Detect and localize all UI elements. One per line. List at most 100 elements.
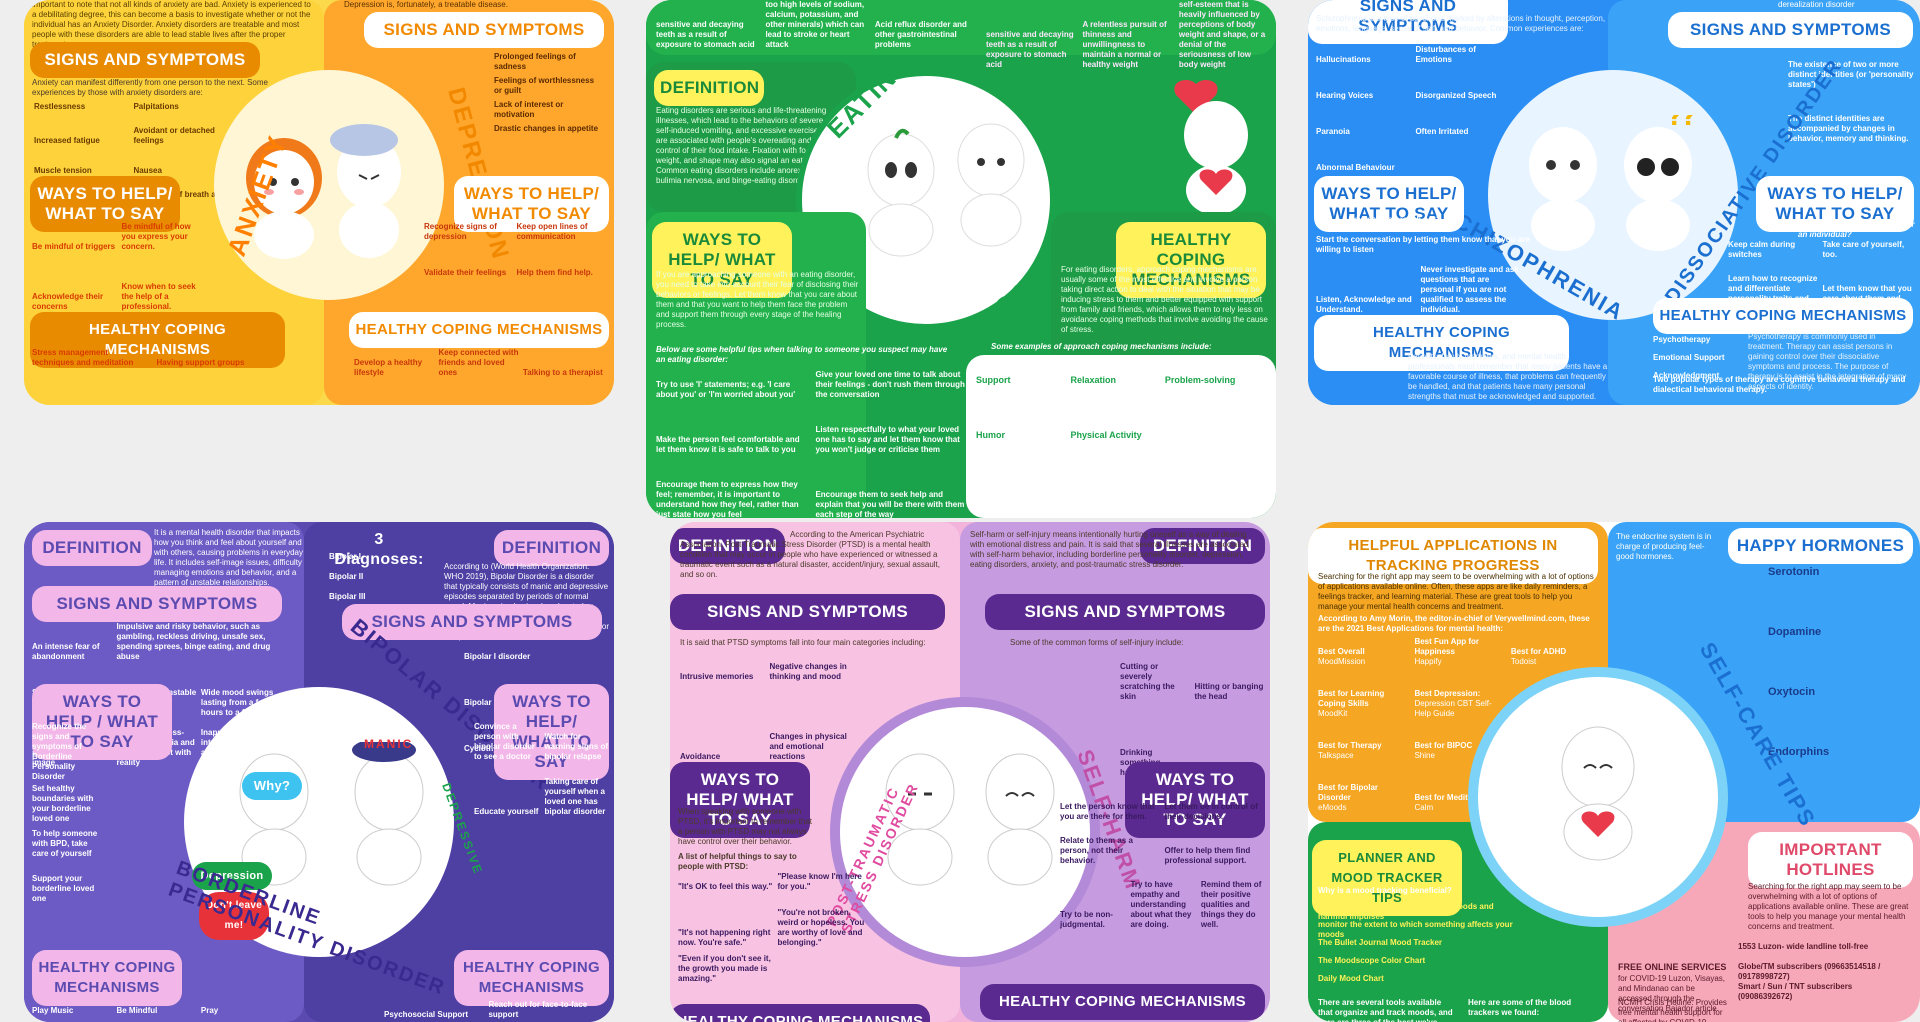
- ways-item: "Even if you don't see it, the growth yo…: [678, 954, 771, 983]
- dissociative-signs-title: SIGNS AND SYMPTOMS: [1668, 12, 1913, 48]
- app-item: Best for Learning Coping Skills MoodKit: [1318, 689, 1385, 718]
- ways-item: Recognize signs of depression: [424, 222, 497, 241]
- sign-item: The existence of two or more distinct id…: [1788, 60, 1914, 89]
- depression-top-text: Depression is, fortunately, a treatable …: [344, 0, 508, 9]
- dissociative-ways-q: What can you do as a friend or an indivi…: [1798, 220, 1915, 239]
- top-item: A relentless pursuit of thinness and unw…: [1082, 20, 1167, 69]
- sign-item: Disorganized Speech: [1415, 91, 1497, 100]
- sign-item: Hearing Voices: [1316, 91, 1374, 100]
- app-item: Best for BIPOC Shine: [1414, 741, 1473, 760]
- coping-item: Psychotherapy: [1653, 335, 1711, 344]
- mascot-anxiety: [246, 138, 322, 259]
- sign-item: The distinct identities are accompanied …: [1788, 114, 1909, 143]
- eating-tips-title: Below are some helpful tips when talking…: [656, 345, 948, 364]
- coping-item: Reach out for face-to-face support: [488, 1000, 588, 1019]
- coping-item: Develop a healthy lifestyle: [354, 358, 423, 377]
- eating-tips-list: Try to use 'I' statements; e.g. 'I care …: [656, 370, 986, 518]
- ptsd-definition: According to the American Psychiatric As…: [680, 530, 940, 579]
- hormone-item: Endorphins: [1768, 746, 1830, 758]
- top-item: Acid reflux disorder and other gastroint…: [874, 20, 967, 49]
- ways-item: Set healthy boundaries with your borderl…: [32, 784, 94, 823]
- hotline-item: Globe/TM subscribers (09663514518 / 0917…: [1738, 962, 1881, 981]
- sign-item: Muscle tension: [34, 166, 92, 175]
- mascot-scale: [957, 123, 1025, 247]
- ways-item: Keep calm during switches: [1728, 240, 1796, 259]
- hotlines-free-title: FREE ONLINE SERVICES: [1618, 962, 1727, 972]
- sign-item: An intense fear of abandonment: [32, 642, 100, 661]
- eating-top-items-right: sensitive and decaying teeth as a result…: [986, 0, 1276, 72]
- diagnosis-item: Bipolar I: [329, 552, 362, 561]
- ways-item: Be mindful of triggers: [32, 242, 116, 251]
- tip-item: Try to use 'I' statements; e.g. 'I care …: [656, 380, 796, 399]
- app-item: Best for Bipolar Disorder eMoods: [1318, 783, 1379, 812]
- coping-item: Psychosocial Support: [384, 1010, 469, 1019]
- ptsd-definition-title: DEFINITION: [670, 528, 785, 564]
- ways-item: Start the conversation by letting them k…: [1316, 235, 1530, 254]
- coping-item: Relaxation: [1070, 375, 1116, 385]
- selfharm-definition: Self-harm or self-injury means intention…: [970, 530, 1249, 569]
- panel-schizo-dissociative: SIGNS AND SYMPTOMS derealization disorde…: [1308, 0, 1920, 405]
- ways-item: To help someone with BPD, take care of y…: [32, 829, 98, 858]
- ways-item: Convince a person with bipolar disorder …: [474, 722, 535, 761]
- depression-ways-list: Recognize signs of depression Keep open …: [424, 222, 614, 308]
- coping-item: Pray: [200, 1006, 219, 1015]
- mascot-ptsd: [885, 753, 955, 886]
- planner-title: PLANNER AND MOOD TRACKER TIPS: [1312, 840, 1462, 916]
- bpd-ways-title: WAYS TO HELP / WHAT TO SAY: [32, 684, 172, 760]
- app-item: Best Fun App for Happiness Happify: [1414, 637, 1480, 666]
- ways-item: Listen, Acknowledge and Understand.: [1316, 295, 1412, 314]
- app-item: Best for Therapy Talkspace: [1318, 741, 1382, 760]
- coping-item: Emotional Support: [1653, 353, 1725, 362]
- ptsd-ways-title: WAYS TO HELP/ WHAT TO SAY: [670, 762, 810, 838]
- ptsd-ways-intro: When speaking with someone with PTSD, it…: [678, 807, 813, 846]
- planner-item: monitor the extent to which something af…: [1318, 920, 1513, 939]
- hormones-list: Serotonin Dopamine Oxytocin Endorphins: [1768, 567, 1918, 807]
- hormones-title: HAPPY HORMONES: [1728, 528, 1913, 564]
- tip-item: Give your loved one time to talk about t…: [815, 370, 965, 399]
- ptsd-center-circle: [830, 697, 1100, 967]
- sign-item: Restlessness: [34, 102, 86, 111]
- dissociative-top-item: derealization disorder: [1778, 0, 1855, 9]
- anxiety-coping-list: Stress management techniques and meditat…: [32, 348, 292, 398]
- ways-item: "It's not happening right now. You're sa…: [678, 928, 771, 947]
- tip-item: Listen respectfully to what your loved o…: [815, 425, 960, 454]
- schizo-coping-text: Patients, family members, and mental hea…: [1408, 352, 1608, 401]
- depression-ways-title: WAYS TO HELP/ WHAT TO SAY: [454, 176, 609, 232]
- dissociative-coping-note: Two popular types of therapy are cogniti…: [1653, 375, 1906, 394]
- bubble-depression: Depression: [192, 862, 272, 890]
- bipolar-definition-title: DEFINITION: [494, 530, 609, 566]
- bubble-dont-leave: Don't leave me!: [199, 892, 269, 940]
- eating-ways-intro: If you are approaching someone with an e…: [656, 270, 859, 329]
- selfharm-definition-title: DEFINITION: [1140, 528, 1265, 564]
- bpd-definition: It is a mental health disorder that impa…: [154, 528, 303, 587]
- coping-item: Talking to a therapist: [522, 368, 603, 377]
- schizo-ways-title: WAYS TO HELP/ WHAT TO SAY: [1314, 176, 1464, 232]
- coping-item: Humor: [976, 430, 1005, 440]
- dissociative-signs-list: The existence of two or more distinct id…: [1788, 60, 1918, 168]
- selfharm-ways-title: WAYS TO HELP/ WHAT TO SAY: [1125, 762, 1265, 838]
- ways-item: Try to be non-judgmental.: [1060, 910, 1113, 929]
- depression-signs-title: SIGNS AND SYMPTOMS: [364, 12, 604, 48]
- mascot-selfcare: [1561, 726, 1635, 861]
- hormone-item: Dopamine: [1768, 626, 1822, 638]
- ptsd-ways-list-title: A list of helpful things to say to peopl…: [678, 852, 797, 871]
- bipolar-manic-label: MANIC: [364, 737, 414, 751]
- anxiety-coping-title: HEALTHY COPING MECHANISMS: [30, 312, 285, 368]
- panel-anxiety-depression: important to note that not all kinds of …: [24, 0, 614, 405]
- bipolar-ways-title: WAYS TO HELP/ WHAT TO SAY: [494, 684, 609, 780]
- ptsd-signs-title: SIGNS AND SYMPTOMS: [670, 594, 945, 630]
- bpd-coping-title: HEALTHY COPING MECHANISMS: [32, 950, 182, 1006]
- ways-item: Support your borderline loved one: [32, 874, 95, 903]
- sign-item: Negative changes in thinking and mood: [769, 662, 847, 681]
- ways-item: Let the person know that you are there f…: [1060, 802, 1155, 821]
- schizo-signs-list: Hallucinations Disturbances of Emotions …: [1316, 45, 1516, 193]
- coping-item: Be Mindful: [116, 1006, 158, 1015]
- top-item: sensitive and decaying teeth as a result…: [986, 30, 1074, 69]
- ways-item: Offer to help them find professional sup…: [1164, 846, 1251, 865]
- hotline-item: Smart / Sun / TNT subscribers (090863926…: [1738, 982, 1853, 1001]
- eating-coping-items: Support Relaxation Problem-solving Humor…: [976, 370, 1266, 480]
- anxiety-signs-title: SIGNS AND SYMPTOMS: [30, 42, 260, 78]
- planner-question: Why is a mood tracking beneficial?: [1318, 886, 1452, 895]
- mascot-depression: [330, 124, 401, 258]
- dissociative-coping-title: HEALTHY COPING MECHANISMS: [1653, 298, 1913, 334]
